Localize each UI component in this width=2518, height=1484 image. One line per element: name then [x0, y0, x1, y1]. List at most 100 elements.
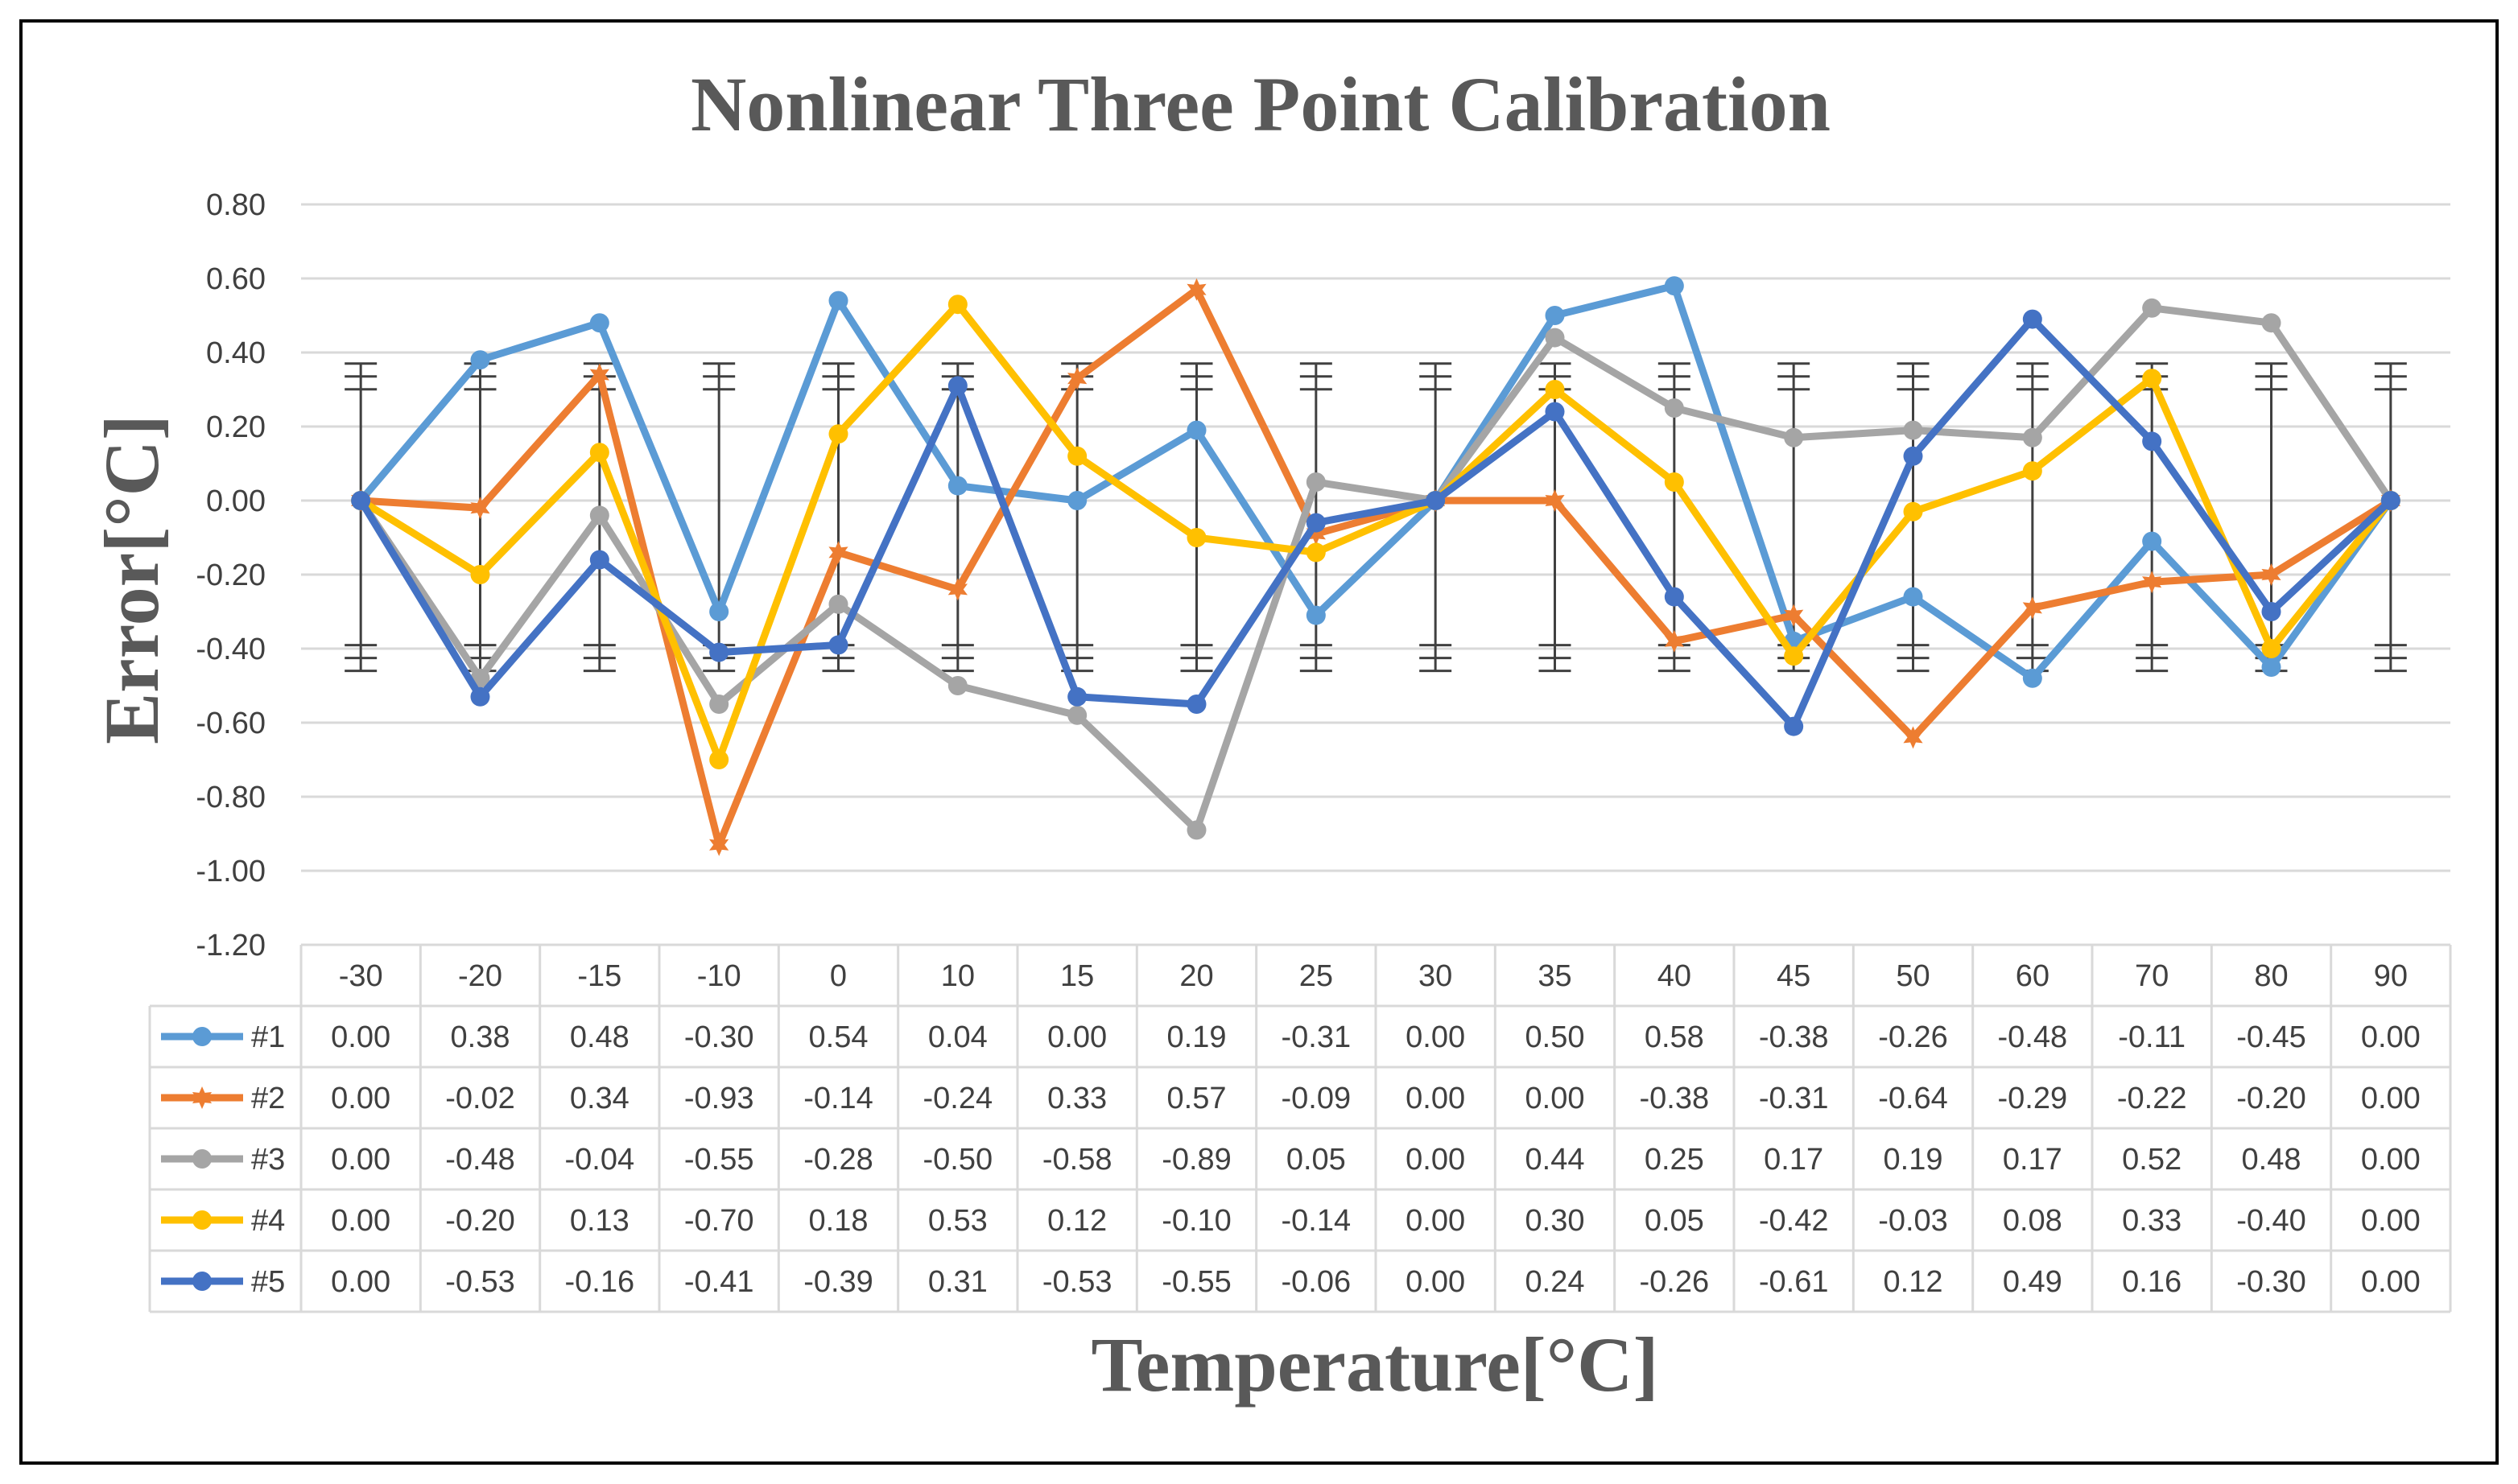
y-tick-label: -1.20: [196, 929, 266, 963]
table-cell: 0.00: [2361, 1020, 2421, 1054]
table-cell: -0.26: [1878, 1020, 1948, 1054]
table-cell: -0.11: [2118, 1020, 2186, 1054]
table-cell: 0.48: [570, 1020, 630, 1054]
data-point: [2261, 313, 2281, 333]
legend-marker: [192, 1149, 212, 1169]
chart-title: Nonlinear Three Point Calibration: [691, 61, 1831, 147]
table-cell: -0.38: [1759, 1020, 1829, 1054]
data-point: [351, 491, 371, 510]
data-point: [1306, 542, 1326, 563]
table-cell: -0.06: [1282, 1265, 1352, 1299]
data-point: [709, 642, 729, 662]
table-cell: -0.40: [2236, 1204, 2306, 1238]
data-point: [1306, 513, 1326, 533]
table-cell: -0.45: [2236, 1020, 2306, 1054]
legend-marker: [192, 1086, 213, 1109]
table-cell: 0.05: [1645, 1204, 1704, 1238]
data-point: [1306, 522, 1326, 546]
table-cell: -0.53: [1042, 1265, 1112, 1299]
legend-label: #5: [251, 1265, 285, 1299]
table-cell: 0.19: [1167, 1020, 1227, 1054]
data-point: [2022, 668, 2042, 688]
data-point: [1187, 820, 1207, 840]
data-point: [828, 541, 848, 564]
table-cell: 0.49: [2003, 1265, 2062, 1299]
series-line: [357, 304, 2394, 834]
data-point: [709, 750, 729, 769]
data-point: [2142, 571, 2162, 594]
table-cell: -0.53: [445, 1265, 515, 1299]
data-point: [589, 443, 609, 463]
data-point: [1784, 716, 1804, 736]
data-point: [1187, 695, 1207, 714]
data-point: [709, 695, 729, 714]
table-cell: -0.09: [1282, 1082, 1352, 1115]
table-cell: 0.00: [331, 1082, 390, 1115]
x-tick-label: 10: [941, 959, 975, 993]
table-cell: 0.00: [1406, 1265, 1465, 1299]
data-point: [1545, 306, 1565, 325]
legend-label: #3: [251, 1143, 285, 1177]
data-point: [947, 676, 968, 695]
series-1: [351, 276, 2400, 688]
data-point: [1903, 726, 1923, 749]
x-tick-label: 20: [1179, 959, 1213, 993]
table-cell: -0.31: [1759, 1082, 1829, 1115]
table-cell: -0.58: [1042, 1143, 1112, 1177]
table-cell: -0.48: [1998, 1020, 2068, 1054]
table-cell: -0.70: [684, 1204, 754, 1238]
table-cell: -0.61: [1759, 1265, 1829, 1299]
table-cell: 0.00: [1406, 1143, 1465, 1177]
data-point: [2022, 461, 2042, 481]
table-cell: -0.55: [1162, 1265, 1232, 1299]
table-cell: -0.14: [1282, 1204, 1352, 1238]
y-tick-label: -0.60: [196, 707, 266, 740]
table-cell: -0.38: [1640, 1082, 1710, 1115]
table-cell: 0.33: [1047, 1082, 1107, 1115]
data-point: [947, 376, 968, 396]
table-cell: 0.12: [1047, 1204, 1107, 1238]
table-cell: 0.00: [2361, 1265, 2421, 1299]
data-point: [828, 635, 848, 655]
table-cell: -0.64: [1878, 1082, 1948, 1115]
table-cell: 0.00: [2361, 1204, 2421, 1238]
table-cell: 0.38: [451, 1020, 510, 1054]
table-cell: 0.50: [1525, 1020, 1585, 1054]
error-bar: [1419, 362, 1452, 673]
legend-label: #4: [251, 1204, 285, 1238]
data-point: [470, 350, 490, 370]
table-cell: 0.58: [1645, 1020, 1704, 1054]
data-point: [2261, 639, 2281, 658]
chart-frame: [19, 19, 2499, 1465]
table-cell: -0.28: [803, 1143, 873, 1177]
data-point: [470, 497, 490, 520]
x-axis-title: Temperature[°C]: [1092, 1321, 1659, 1408]
x-tick-label: -15: [577, 959, 621, 993]
data-point: [1784, 646, 1804, 666]
series-line: [358, 300, 2394, 764]
y-tick-label: 0.00: [206, 484, 266, 518]
legend-marker: [192, 1272, 212, 1291]
error-bar: [822, 362, 855, 673]
x-tick-label: -10: [697, 959, 741, 993]
data-point: [1664, 587, 1684, 607]
data-point: [2142, 531, 2162, 551]
data-point: [589, 363, 609, 386]
data-point: [1067, 686, 1088, 707]
data-point: [1306, 472, 1326, 492]
data-point: [947, 295, 968, 315]
gridlines: [301, 203, 2450, 872]
data-point: [2261, 602, 2281, 621]
table-cell: 0.25: [1645, 1143, 1704, 1177]
data-point: [828, 594, 848, 614]
table-cell: -0.29: [1998, 1082, 2068, 1115]
data-point: [2142, 298, 2162, 318]
table-cell: 0.00: [2361, 1143, 2421, 1177]
data-point: [2022, 309, 2042, 329]
table-cell: 0.34: [570, 1082, 630, 1115]
data-point: [709, 602, 729, 621]
table-cell: 0.16: [2122, 1265, 2182, 1299]
table-cell: 0.00: [331, 1143, 390, 1177]
data-point: [1784, 427, 1804, 447]
